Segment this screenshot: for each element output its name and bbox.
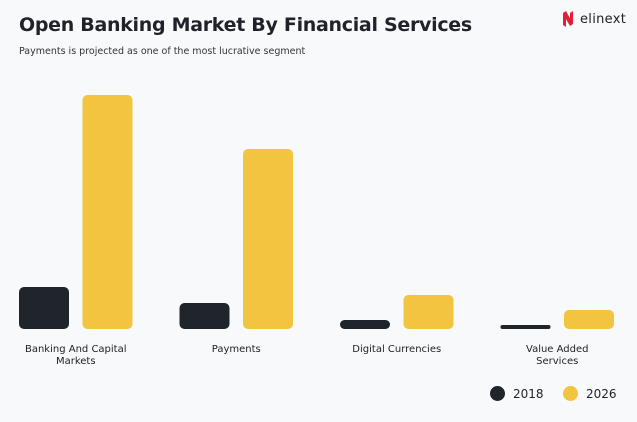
legend-swatch-2026	[563, 386, 578, 401]
bar-2018-0	[19, 287, 69, 329]
legend-label-2026: 2026	[586, 386, 617, 401]
legend-item-2018: 2018	[490, 386, 544, 401]
bar-2018-2	[340, 320, 390, 329]
bar-2026-1	[243, 149, 293, 329]
category-label: Payments	[211, 344, 261, 355]
bar-2018-3	[500, 325, 551, 329]
category-label: Banking And Capital Markets	[24, 344, 127, 367]
logo-text: elinext	[580, 11, 627, 27]
chart-title: Open Banking Market By Financial Service…	[19, 14, 472, 36]
category-label: Value Added Services	[526, 344, 589, 367]
bar-2026-2	[403, 295, 454, 329]
bar-2018-1	[179, 303, 230, 329]
bar-2026-3	[564, 310, 614, 329]
legend-swatch-2018	[490, 386, 505, 401]
bar-2026-0	[82, 95, 133, 329]
chart-subtitle: Payments is projected as one of the most…	[19, 46, 306, 57]
legend-label-2018: 2018	[513, 386, 544, 401]
elinext-logo: elinext	[562, 10, 626, 28]
logo-mark-icon	[563, 11, 573, 27]
legend-item-2026: 2026	[563, 386, 617, 401]
category-label: Digital Currencies	[352, 344, 442, 355]
